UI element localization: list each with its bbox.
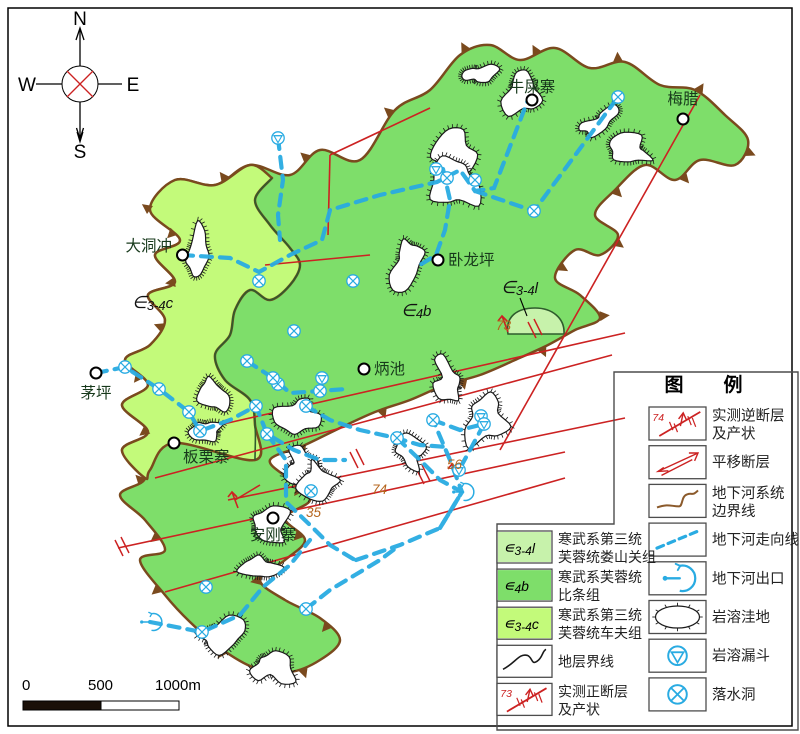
svg-text:落水洞: 落水洞: [712, 686, 756, 703]
svg-text:74: 74: [652, 412, 664, 424]
svg-text:地层界线: 地层界线: [558, 653, 614, 669]
svg-text:岩溶洼地: 岩溶洼地: [712, 609, 770, 626]
svg-text:寒武系第三统: 寒武系第三统: [558, 531, 642, 547]
svg-text:例: 例: [723, 373, 742, 396]
svg-text:寒武系第三统: 寒武系第三统: [558, 607, 642, 623]
svg-text:安刚寨: 安刚寨: [250, 526, 297, 544]
svg-text:岩溶漏斗: 岩溶漏斗: [712, 648, 770, 665]
svg-text:地下河走向线: 地下河走向线: [712, 532, 799, 549]
svg-text:大洞冲: 大洞冲: [125, 237, 172, 255]
svg-text:及产状: 及产状: [558, 701, 600, 717]
svg-text:边界线: 边界线: [712, 503, 756, 520]
svg-text:地下河系统: 地下河系统: [712, 485, 785, 502]
svg-text:芙蓉统车夫组: 芙蓉统车夫组: [558, 625, 642, 641]
svg-text:S: S: [74, 142, 87, 163]
svg-text:地下河出口: 地下河出口: [712, 570, 785, 587]
svg-text:茅坪: 茅坪: [80, 384, 111, 402]
svg-text:35: 35: [306, 505, 322, 520]
svg-text:牛屎寨: 牛屎寨: [509, 78, 556, 96]
svg-text:E: E: [127, 75, 140, 96]
svg-text:实测逆断层: 实测逆断层: [712, 408, 785, 425]
svg-text:图: 图: [664, 374, 683, 396]
svg-text:0: 0: [22, 677, 30, 694]
svg-text:实测正断层: 实测正断层: [558, 683, 628, 699]
svg-text:74: 74: [372, 482, 387, 497]
svg-text:芙蓉统娄山关组: 芙蓉统娄山关组: [558, 549, 656, 565]
svg-text:寒武系芙蓉统: 寒武系芙蓉统: [558, 569, 642, 585]
svg-text:W: W: [18, 75, 36, 96]
svg-text:板栗寨: 板栗寨: [183, 448, 230, 466]
svg-text:73: 73: [500, 688, 512, 700]
svg-text:1000m: 1000m: [155, 677, 201, 694]
svg-text:N: N: [73, 9, 87, 30]
svg-text:平移断层: 平移断层: [712, 454, 770, 471]
svg-text:比条组: 比条组: [558, 587, 600, 603]
svg-text:卧龙坪: 卧龙坪: [448, 251, 495, 269]
svg-text:73: 73: [496, 318, 512, 333]
svg-text:及产状: 及产状: [712, 426, 756, 443]
svg-text:56: 56: [447, 457, 463, 472]
svg-text:炳池: 炳池: [374, 360, 405, 378]
svg-text:500: 500: [88, 677, 113, 694]
svg-text:梅腊: 梅腊: [667, 90, 698, 108]
